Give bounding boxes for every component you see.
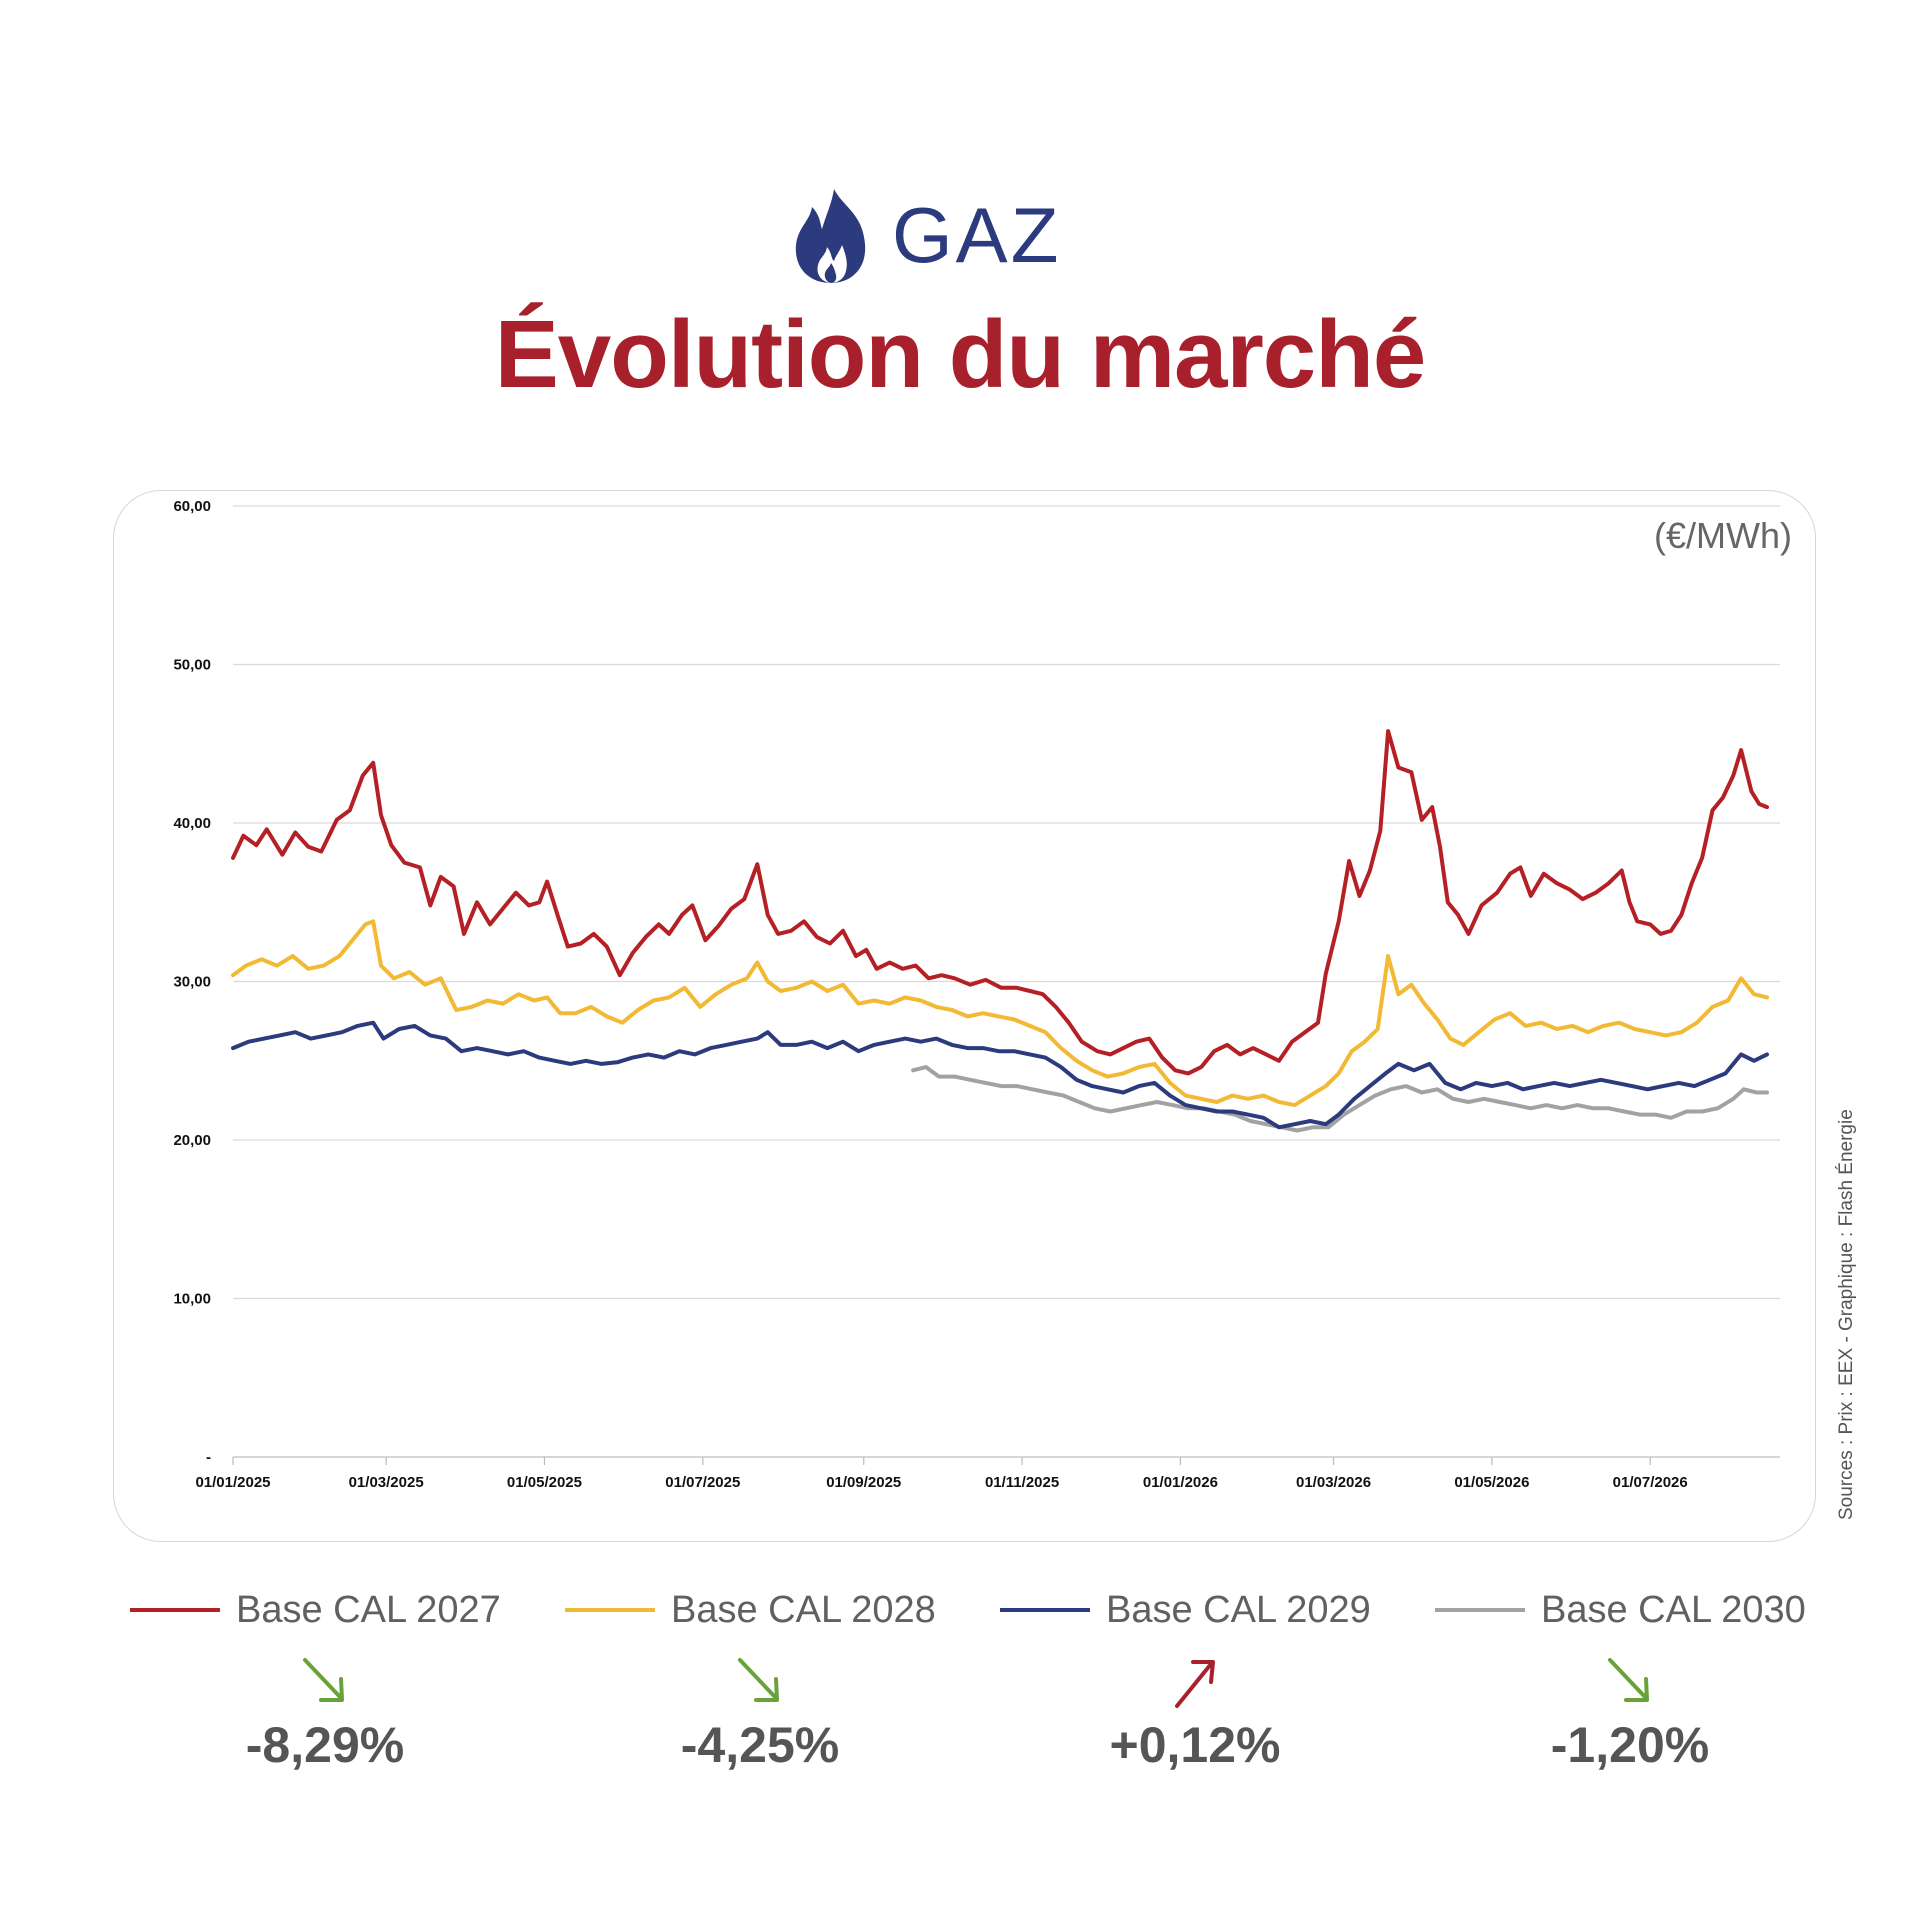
variation-cal2028: -4,25%: [630, 1650, 890, 1774]
legend-label-cal2029: Base CAL 2029: [1106, 1588, 1371, 1631]
arrow-down-right-icon: [1608, 1658, 1649, 1702]
variations: -8,29% -4,25% +0,12% -1,20%: [0, 1650, 1920, 1780]
legend-item-cal2028: Base CAL 2028: [565, 1580, 936, 1640]
variation-cal2029: +0,12%: [1065, 1650, 1325, 1774]
category-row: GAZ: [790, 180, 1061, 290]
arrow-down-right-icon: [738, 1658, 779, 1702]
header: GAZ: [0, 170, 1920, 290]
variation-cal2027: -8,29%: [195, 1650, 455, 1774]
legend-item-cal2030: Base CAL 2030: [1435, 1580, 1806, 1640]
legend-label-cal2027: Base CAL 2027: [236, 1588, 501, 1631]
variation-value: +0,12%: [1109, 1717, 1281, 1773]
variation-value: -8,29%: [245, 1717, 405, 1773]
arrow-up-right-icon: [1175, 1660, 1215, 1708]
legend-label-cal2030: Base CAL 2030: [1541, 1588, 1806, 1631]
legend-label-cal2028: Base CAL 2028: [671, 1588, 936, 1631]
page-title: Évolution du marché: [494, 301, 1426, 408]
arrow-down-right-icon: [303, 1658, 344, 1702]
legend-item-cal2027: Base CAL 2027: [130, 1580, 501, 1640]
legend: Base CAL 2027 Base CAL 2028 Base CAL 202…: [0, 1580, 1920, 1640]
legend-swatch-cal2027: [130, 1608, 220, 1612]
legend-swatch-cal2030: [1435, 1608, 1525, 1612]
unit-label: (€/MWh): [1654, 515, 1792, 556]
flame-icon: [795, 189, 866, 283]
variation-value: -4,25%: [680, 1717, 840, 1773]
legend-swatch-cal2029: [1000, 1608, 1090, 1612]
variation-value: -1,20%: [1550, 1717, 1710, 1773]
source-note: Sources : Prix : EEX - Graphique : Flash…: [1836, 1109, 1857, 1520]
legend-swatch-cal2028: [565, 1608, 655, 1612]
variation-cal2030: -1,20%: [1500, 1650, 1760, 1774]
category-label: GAZ: [892, 190, 1062, 279]
chart-panel: [113, 490, 1816, 1542]
legend-item-cal2029: Base CAL 2029: [1000, 1580, 1371, 1640]
